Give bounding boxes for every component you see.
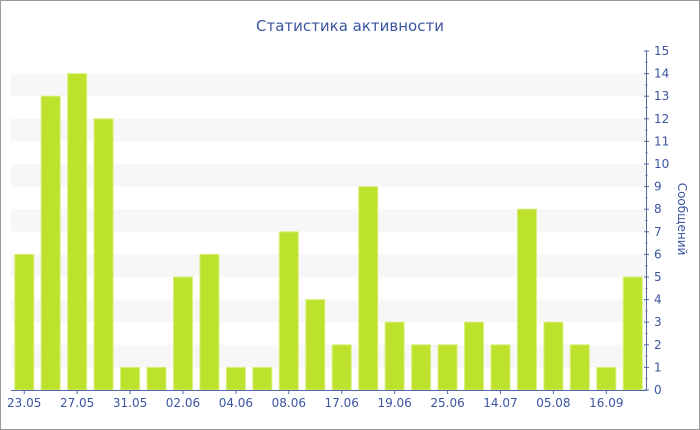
y-tick-label: 10 (654, 157, 669, 171)
bar (278, 231, 299, 391)
x-tick-label: 14.07 (483, 396, 517, 410)
x-axis: 23.05 27.05 31.05 02.06 04.06 08.06 17.06 19.06… (7, 390, 646, 410)
y-tick-label: 3 (654, 315, 662, 329)
bar (199, 253, 220, 391)
bar (516, 208, 537, 391)
bar (569, 344, 590, 391)
y-tick-label: 9 (654, 180, 662, 194)
y-tick-label: 5 (654, 270, 662, 284)
y-tick-label: 0 (654, 383, 662, 397)
y-tick-label: 13 (654, 89, 669, 103)
grid-band (11, 344, 646, 368)
bar (464, 321, 485, 391)
bar (411, 344, 432, 391)
y-tick-label: 11 (654, 134, 669, 148)
y-tick-label: 6 (654, 247, 662, 261)
x-tick-label: 17.06 (325, 396, 359, 410)
bar (596, 366, 617, 391)
x-tick-label: 04.06 (219, 396, 253, 410)
x-tick-label: 02.06 (166, 396, 200, 410)
grid-band (11, 73, 646, 97)
bar (120, 366, 141, 391)
x-tick-label: 25.06 (430, 396, 464, 410)
bar (172, 276, 193, 391)
bar (67, 73, 88, 391)
bar (358, 186, 379, 391)
bar (490, 344, 511, 391)
bar (146, 366, 167, 391)
y-tick-label: 12 (654, 112, 669, 126)
x-tick-label: 16.09 (589, 396, 623, 410)
y-tick-label: 15 (654, 44, 669, 58)
grid-band (11, 118, 646, 142)
bar (225, 366, 246, 391)
x-tick-label: 08.06 (272, 396, 306, 410)
y-tick-label: 14 (654, 67, 669, 81)
x-tick-label: 27.05 (60, 396, 94, 410)
y-tick-label: 2 (654, 338, 662, 352)
chart-title: Статистика активности (256, 17, 444, 35)
bar (622, 276, 643, 391)
bar (437, 344, 458, 391)
grid-band (11, 209, 646, 232)
y-tick-label: 1 (654, 360, 662, 374)
x-tick-label: 05.08 (536, 396, 570, 410)
x-tick-label: 23.05 (7, 396, 41, 410)
bar (331, 344, 352, 391)
bar (40, 95, 61, 391)
grid-band (11, 164, 646, 187)
y-tick-label: 4 (654, 293, 662, 307)
bar (384, 321, 405, 391)
bar (93, 118, 114, 391)
y-tick-label: 7 (654, 225, 662, 239)
grid-bands (11, 73, 646, 368)
bars (14, 73, 643, 391)
bar (14, 253, 35, 391)
bar (252, 366, 273, 391)
y-axis-label: Сообщений (675, 183, 689, 256)
x-tick-label: 19.06 (377, 396, 411, 410)
bar (543, 321, 564, 391)
x-tick-label: 31.05 (113, 396, 147, 410)
grid-band (11, 299, 646, 323)
grid-band (11, 254, 646, 277)
y-tick-label: 8 (654, 202, 662, 216)
bar (305, 299, 326, 391)
